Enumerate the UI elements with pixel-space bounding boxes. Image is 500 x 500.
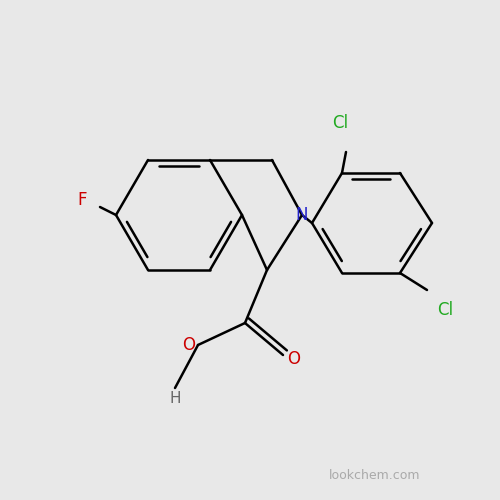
Text: O: O: [182, 336, 195, 354]
Text: H: H: [169, 391, 181, 406]
Text: F: F: [77, 191, 87, 209]
Text: N: N: [296, 206, 308, 224]
Text: Cl: Cl: [437, 301, 453, 319]
Text: Cl: Cl: [332, 114, 348, 132]
Text: lookchem.com: lookchem.com: [328, 469, 420, 482]
Text: O: O: [287, 350, 300, 368]
